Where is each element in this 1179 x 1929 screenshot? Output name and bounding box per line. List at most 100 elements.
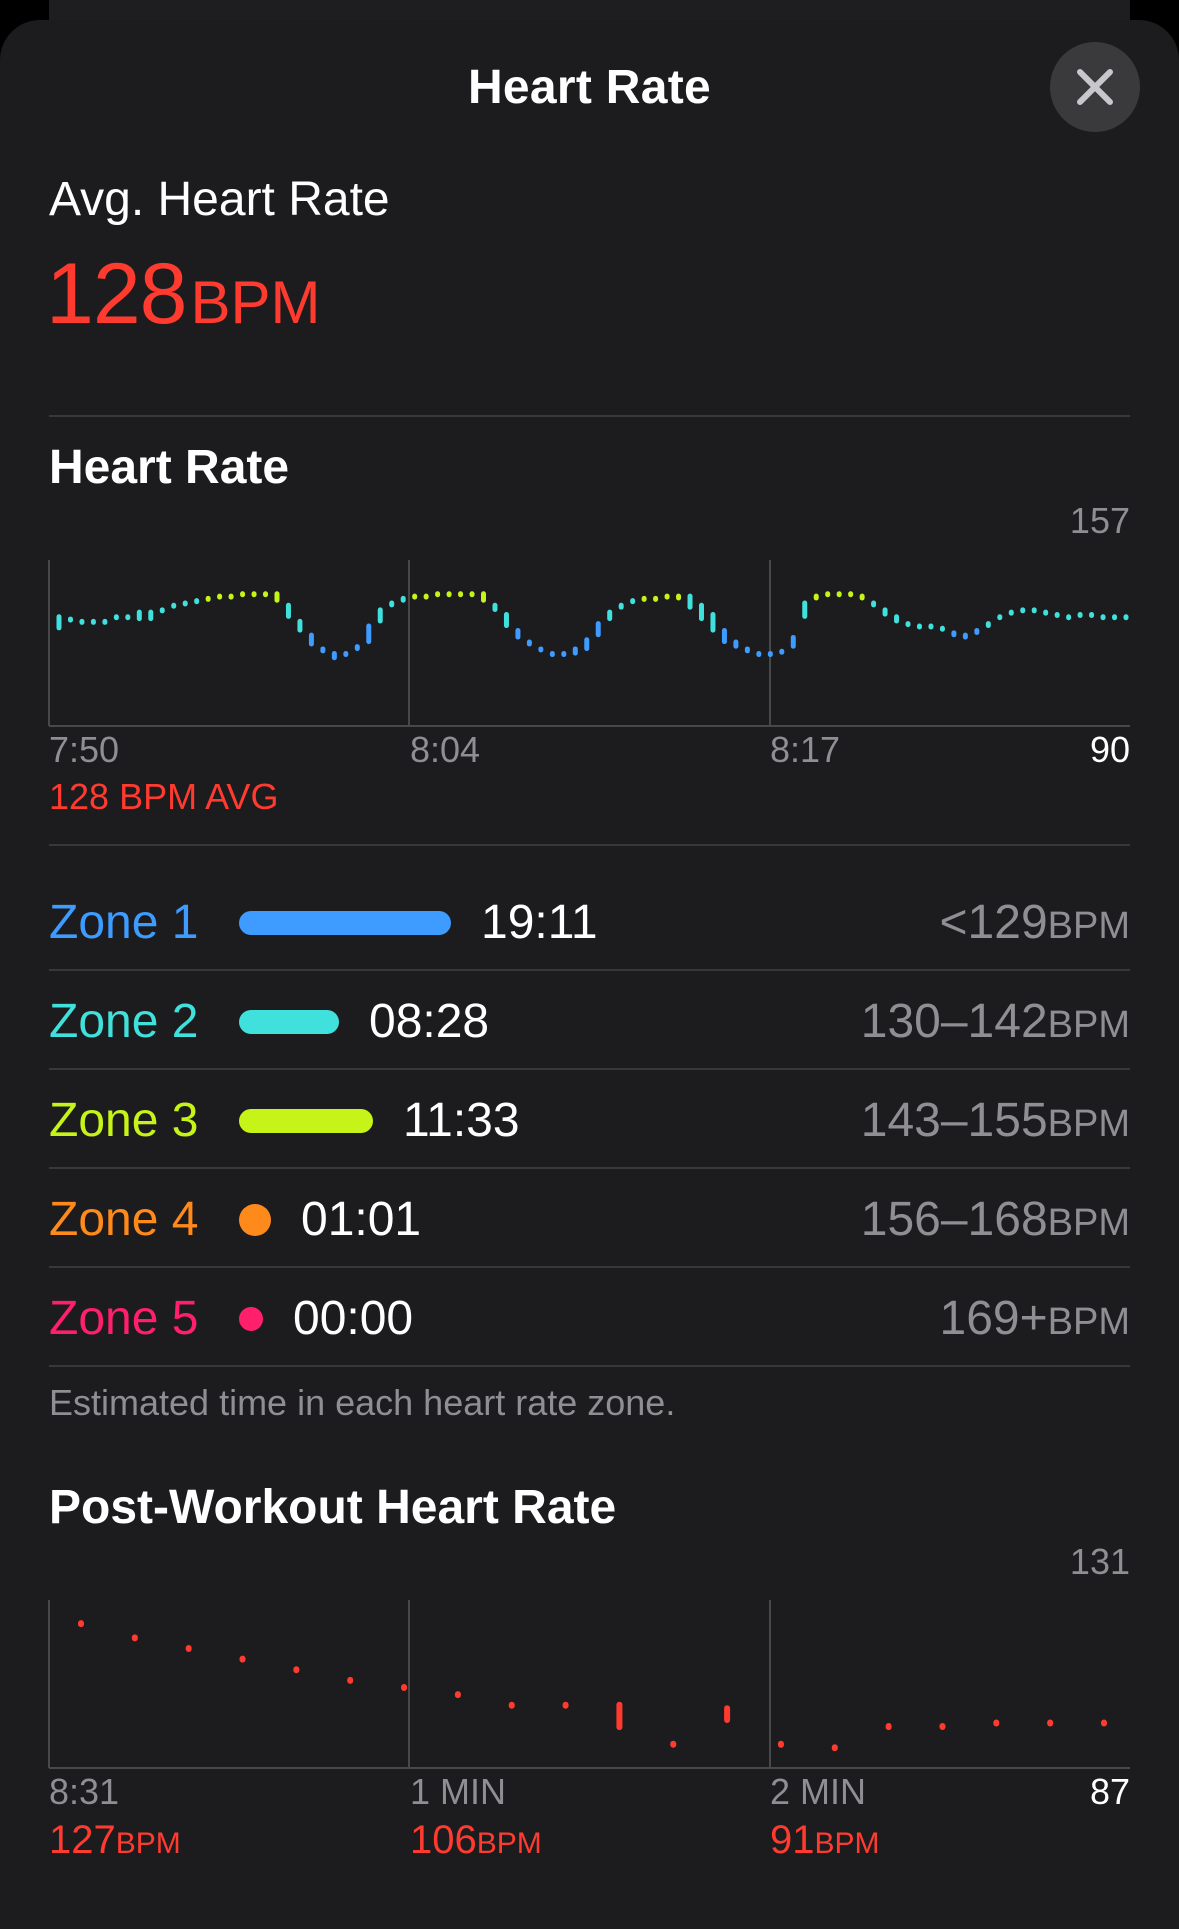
post-workout-bar	[670, 1740, 677, 1748]
close-button[interactable]	[1050, 42, 1140, 132]
heart-rate-bar	[894, 614, 900, 624]
heart-rate-section-title: Heart Rate	[49, 441, 290, 494]
heart-rate-bar	[251, 591, 257, 598]
post-workout-section-title: Post-Workout Heart Rate	[49, 1481, 617, 1534]
heart-rate-bar	[458, 591, 464, 598]
zone-range-unit: BPM	[1047, 1301, 1130, 1343]
heart-rate-bar	[125, 614, 131, 621]
heart-rate-bar	[320, 646, 326, 654]
zone-range-value: <129	[939, 896, 1048, 949]
heart-rate-bar	[240, 591, 246, 598]
heart-rate-bar	[171, 602, 177, 609]
heart-rate-bar	[1054, 611, 1060, 618]
zone-duration-bar	[239, 1109, 373, 1133]
heart-rate-bar	[446, 591, 452, 598]
heart-rate-bar	[205, 595, 211, 602]
heart-rate-bar	[756, 651, 762, 658]
heart-rate-bar	[630, 598, 636, 605]
zone-duration-dot	[239, 1204, 271, 1236]
zone-range-unit: BPM	[1047, 905, 1130, 947]
pw-marker-2: 106BPM	[410, 1818, 542, 1863]
heart-rate-chart	[48, 560, 1130, 727]
post-workout-bar	[239, 1655, 246, 1663]
post-workout-bar	[993, 1719, 1000, 1727]
heart-rate-bar	[825, 591, 831, 598]
heart-rate-bar	[412, 593, 418, 600]
hr-x-label-1: 7:50	[49, 729, 120, 770]
post-workout-bar	[293, 1666, 300, 1674]
heart-rate-bar	[790, 634, 796, 649]
pw-x-label-2: 1 MIN	[410, 1771, 507, 1812]
heart-rate-bar	[159, 607, 165, 614]
heart-rate-bar	[676, 593, 682, 601]
zone-bpm-range: <129BPM	[940, 895, 1130, 950]
heart-rate-bar	[653, 595, 659, 602]
heart-rate-bar	[618, 602, 624, 610]
heart-rate-bar	[90, 618, 96, 625]
pw-marker-1-value: 127	[49, 1818, 116, 1862]
divider	[49, 415, 1130, 417]
zone-range-value: 143–155	[860, 1094, 1048, 1147]
heart-rate-bar	[1112, 614, 1118, 621]
pw-y-min-label: 87	[1089, 1771, 1130, 1812]
zone-row: Zone 2 08:28 130–142BPM	[49, 972, 1130, 1070]
pw-marker-2-value: 106	[410, 1818, 477, 1862]
post-workout-bar	[508, 1701, 515, 1709]
heart-rate-bar	[515, 628, 521, 640]
zone-name: Zone 5	[49, 1292, 199, 1345]
zone-range-unit: BPM	[1047, 1202, 1130, 1244]
heart-rate-bar	[802, 600, 808, 619]
post-workout-bar	[78, 1620, 84, 1628]
heart-rate-bar	[389, 600, 395, 608]
heart-rate-bar	[779, 648, 785, 655]
heart-rate-bar	[538, 646, 544, 653]
zone-separator	[49, 1266, 1130, 1268]
post-workout-bar	[1101, 1719, 1107, 1727]
heart-rate-bar	[228, 593, 234, 600]
heart-rate-bar	[1066, 614, 1072, 621]
post-workout-bar	[885, 1723, 892, 1731]
zone-duration-bar	[239, 911, 451, 935]
heart-rate-bar	[859, 593, 865, 601]
heart-rate-bar	[549, 651, 555, 658]
zone-separator	[49, 1068, 1130, 1070]
pw-marker-2-unit: BPM	[476, 1827, 542, 1860]
heart-rate-bar	[67, 616, 73, 623]
zone-bpm-range: 130–142BPM	[861, 994, 1130, 1049]
pw-x-label-1: 8:31	[49, 1771, 120, 1812]
heart-rate-bar	[366, 623, 372, 645]
heart-rate-bar	[1020, 607, 1026, 614]
post-workout-bar	[616, 1701, 623, 1731]
heart-rate-bar	[848, 591, 854, 598]
heart-rate-bar	[217, 593, 223, 600]
heart-rate-bar	[1100, 614, 1106, 621]
post-workout-bar	[562, 1701, 569, 1709]
pw-marker-1: 127BPM	[49, 1818, 181, 1863]
zone-row: Zone 1 19:11 <129BPM	[49, 873, 1130, 971]
zone-time: 19:11	[481, 896, 598, 949]
heart-rate-bar	[263, 591, 269, 598]
post-workout-bar	[347, 1676, 354, 1684]
heart-rate-bar	[572, 646, 578, 656]
heart-rate-bar	[1008, 609, 1014, 616]
heart-rate-bar	[871, 600, 877, 608]
heart-rate-bar	[113, 614, 119, 621]
avg-heart-rate-label: Avg. Heart Rate	[49, 173, 390, 226]
zone-time: 01:01	[301, 1193, 422, 1246]
zone-row: Zone 3 11:33 143–155BPM	[49, 1071, 1130, 1169]
zone-range-unit: BPM	[1047, 1103, 1130, 1145]
xmark-icon	[1077, 69, 1113, 105]
heart-rate-bar	[1123, 614, 1129, 621]
avg-heart-rate-number: 128	[46, 246, 187, 342]
heart-rate-bar	[607, 609, 613, 622]
heart-rate-bar	[194, 598, 200, 605]
heart-rate-bar	[710, 611, 716, 633]
heart-rate-bar	[492, 602, 498, 612]
pw-marker-1-unit: BPM	[115, 1827, 181, 1860]
zone-duration-dot	[239, 1307, 263, 1331]
zone-range-value: 169+	[939, 1292, 1048, 1345]
heart-rate-bar	[1043, 609, 1049, 616]
heart-rate-bar	[469, 591, 475, 598]
zone-name: Zone 2	[49, 995, 199, 1048]
post-workout-bar	[831, 1744, 838, 1752]
